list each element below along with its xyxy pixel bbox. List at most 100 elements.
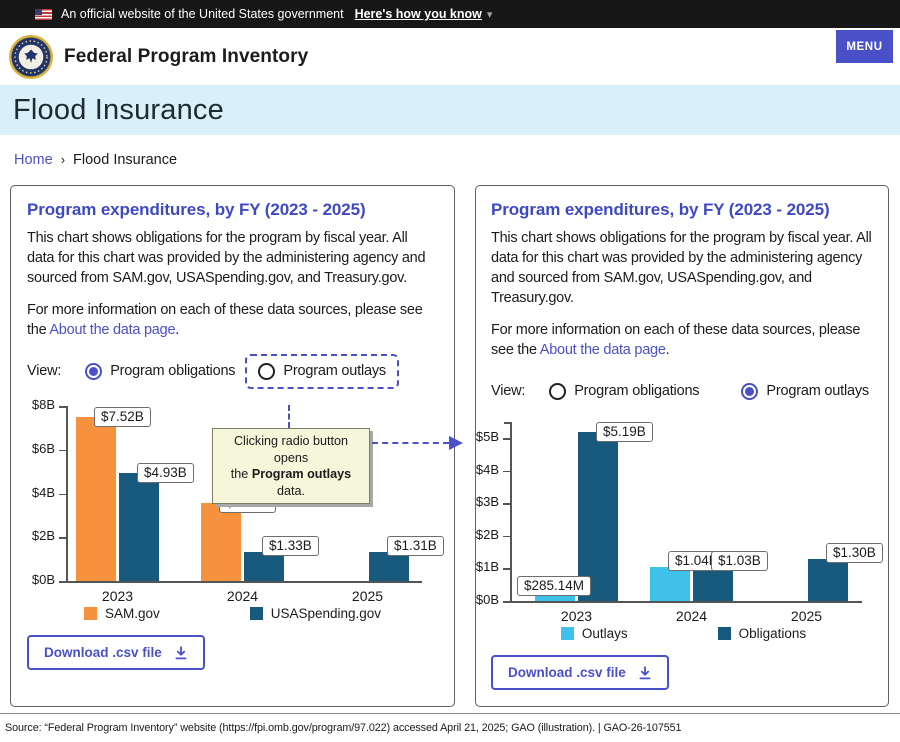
annotation-connector-hline xyxy=(372,442,449,444)
radio-label: Program outlays xyxy=(766,383,869,399)
y-tick-label: $1B xyxy=(475,559,499,575)
legend-item-samgov: SAM.gov xyxy=(83,606,160,621)
x-category-label: 2025 xyxy=(790,608,823,624)
download-csv-button[interactable]: Download .csv file xyxy=(491,655,669,690)
radio-icon[interactable] xyxy=(741,382,759,400)
page-title: Flood Insurance xyxy=(13,93,224,126)
radio-icon[interactable] xyxy=(85,362,103,380)
data-sources-note: For more information on each of these da… xyxy=(491,320,876,360)
axis-tick xyxy=(503,568,510,570)
about-data-link[interactable]: About the data page xyxy=(49,322,176,338)
panel-title: Program expenditures, by FY (2023 - 2025… xyxy=(491,200,830,219)
download-csv-button[interactable]: Download .csv file xyxy=(27,635,205,670)
more-info-text: For more information on each of these da… xyxy=(491,322,861,358)
obligations-bar-chart: $0B$2B$4B$6B$8B$7.52B$3.57B$4.93B$1.33B$… xyxy=(27,396,444,604)
annotation-callout: Clicking radio button opens the Program … xyxy=(212,428,370,505)
y-tick-label: $2B xyxy=(31,528,55,544)
axis-tick xyxy=(503,438,510,440)
annotation-line1: Clicking radio button opens xyxy=(233,434,349,465)
radio-program-outlays[interactable]: Program outlays xyxy=(741,382,869,400)
axis-tick xyxy=(503,470,510,473)
axis-tick xyxy=(59,406,66,408)
more-info-period: . xyxy=(665,342,670,358)
axis-tick xyxy=(59,493,66,495)
view-label: View: xyxy=(491,383,526,399)
bar-value-label: $1.30B xyxy=(826,542,883,563)
y-tick-label: $8B xyxy=(31,397,55,412)
source-divider xyxy=(0,713,900,714)
legend-label: SAM.gov xyxy=(104,606,160,621)
y-axis-line xyxy=(510,422,512,601)
radio-label: Program outlays xyxy=(283,363,386,379)
bar xyxy=(201,502,241,581)
bar-value-label: $1.31B xyxy=(387,536,444,557)
view-label: View: xyxy=(27,363,62,379)
annotation-arrowhead-icon xyxy=(449,436,463,450)
radio-label: Program obligations xyxy=(110,363,236,379)
radio-program-outlays[interactable]: Program outlays xyxy=(258,362,386,380)
legend-swatch-icon xyxy=(717,627,731,640)
legend-swatch-icon xyxy=(560,627,574,640)
bar-value-label: $1.33B xyxy=(262,535,319,556)
axis-tick xyxy=(59,449,66,452)
outlays-bar-chart: $0B $1B $2B $3B $4B $5B $285.14M $1.04B $5.19B $1… xyxy=(476,416,883,624)
y-tick-label: $2B xyxy=(475,526,499,542)
bar-value-label: $5.19B xyxy=(596,421,653,442)
x-category-label: 2025 xyxy=(351,588,384,604)
x-axis-line xyxy=(66,581,422,583)
bar-value-label: $1.03B xyxy=(711,551,768,572)
legend-item-obligations: Obligations xyxy=(717,626,807,641)
hero-banner: Flood Insurance xyxy=(0,85,900,135)
legend-swatch-icon xyxy=(83,607,97,620)
legend-item-usaspending: USASpending.gov xyxy=(249,606,382,621)
bar xyxy=(578,431,618,601)
breadcrumb-current: Flood Insurance xyxy=(73,152,178,168)
program-obligations-panel: Program expenditures, by FY (2023 - 2025… xyxy=(10,185,455,707)
site-header: Federal Program Inventory MENU xyxy=(0,28,900,85)
how-you-know-link[interactable]: Here's how you know xyxy=(354,7,482,21)
y-tick-label: $4B xyxy=(475,461,499,477)
gov-banner: An official website of the United States… xyxy=(0,0,900,28)
data-sources-note: For more information on each of these da… xyxy=(27,300,438,340)
y-tick-label: $3B xyxy=(475,494,499,510)
breadcrumb-home-link[interactable]: Home xyxy=(14,152,53,168)
breadcrumb: Home › Flood Insurance xyxy=(14,152,900,172)
bar xyxy=(119,473,159,581)
download-icon xyxy=(175,645,187,659)
view-row: View: Program obligations Program outlay… xyxy=(27,352,438,390)
agency-seal-icon xyxy=(9,34,53,79)
y-tick-label: $4B xyxy=(31,484,55,500)
panels-container: Program expenditures, by FY (2023 - 2025… xyxy=(10,185,900,707)
legend-label: Outlays xyxy=(581,626,628,641)
radio-icon[interactable] xyxy=(549,382,567,400)
program-outlays-panel: Program expenditures, by FY (2023 - 2025… xyxy=(475,185,889,707)
annotation-line2: the Program outlays data. xyxy=(230,467,352,498)
us-flag-icon xyxy=(35,8,52,20)
annotation-connector-vline xyxy=(288,405,290,428)
bar xyxy=(535,591,575,601)
x-category-label: 2023 xyxy=(101,588,134,604)
about-data-link[interactable]: About the data page xyxy=(539,342,666,358)
legend-label: USASpending.gov xyxy=(270,606,382,621)
view-row: View: Program obligations Program outlay… xyxy=(491,372,876,410)
y-tick-label: $0B xyxy=(31,572,55,587)
legend-label: Obligations xyxy=(738,626,807,641)
site-title: Federal Program Inventory xyxy=(64,45,309,67)
menu-button[interactable]: MENU xyxy=(836,30,893,63)
chart-description: This chart shows obligations for the pro… xyxy=(27,230,426,286)
radio-program-obligations[interactable]: Program obligations xyxy=(549,382,700,400)
x-category-label: 2023 xyxy=(560,608,593,624)
chart-legend: Outlays Obligations xyxy=(491,626,876,641)
radio-icon[interactable] xyxy=(258,362,276,380)
axis-tick xyxy=(59,537,66,539)
more-info-period: . xyxy=(175,322,180,338)
axis-tick xyxy=(59,581,66,583)
axis-tick xyxy=(503,601,510,603)
panel-title: Program expenditures, by FY (2023 - 2025… xyxy=(27,200,366,219)
bar xyxy=(244,551,284,581)
radio-program-obligations[interactable]: Program obligations xyxy=(85,362,236,380)
legend-item-outlays: Outlays xyxy=(560,626,628,641)
bar xyxy=(808,558,848,601)
breadcrumb-separator-icon: › xyxy=(60,152,66,167)
chart-legend: SAM.gov USASpending.gov xyxy=(27,606,438,621)
